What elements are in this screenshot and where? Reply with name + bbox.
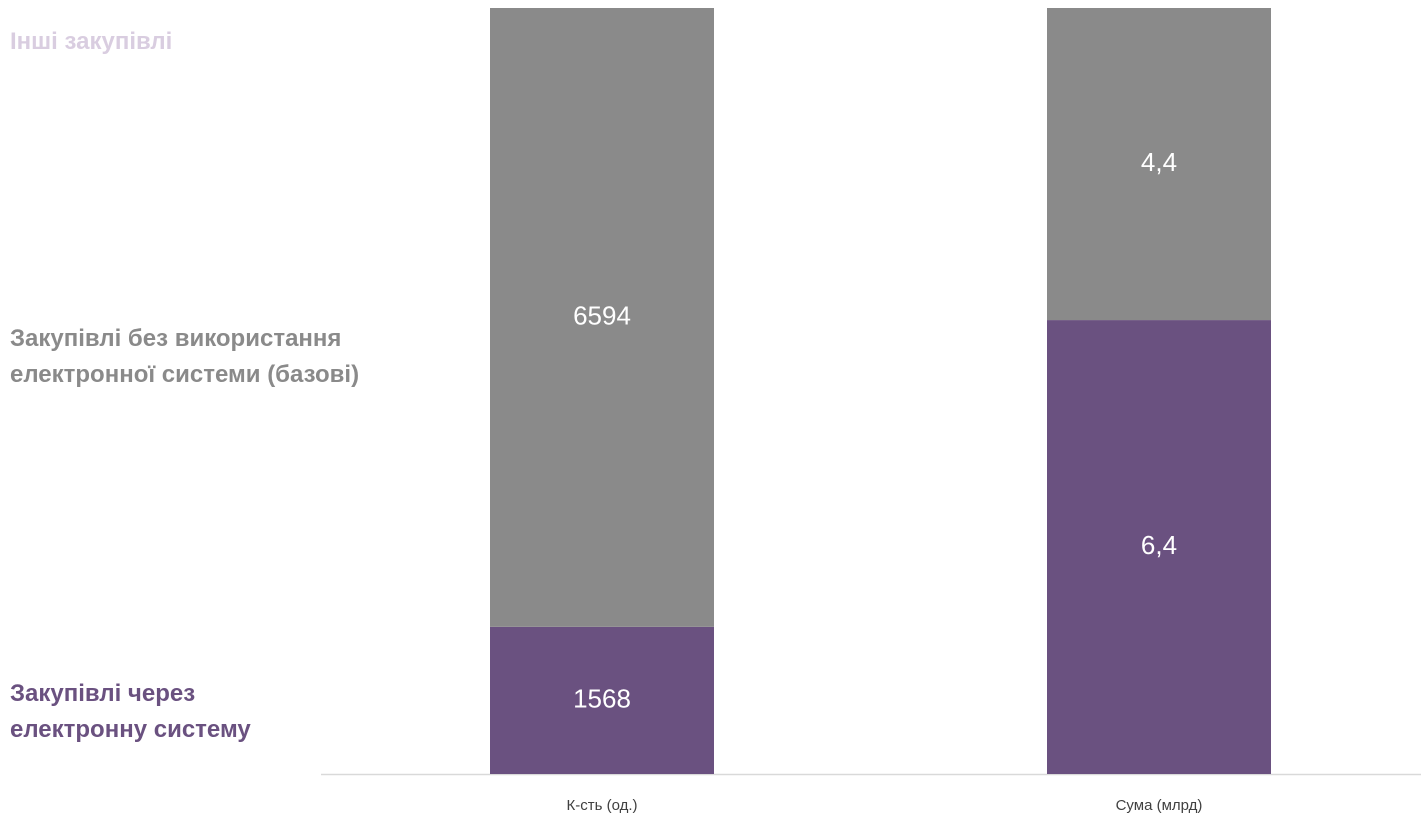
bar-segment-1-1: [1047, 8, 1271, 321]
legend-label-electronic: Закупівлі через електронну систему: [10, 680, 251, 743]
category-label-1: Сума (млрд): [1116, 797, 1203, 814]
data-label-0-1: 6594: [573, 300, 631, 330]
bar-segment-0-1: [490, 8, 714, 627]
data-label-0-0: 1568: [573, 683, 631, 713]
bar-segment-0-0: [490, 626, 714, 774]
data-label-1-1: 4,4: [1141, 147, 1177, 177]
bar-segment-1-0: [1047, 320, 1271, 774]
data-label-1-0: 6,4: [1141, 530, 1177, 560]
legend-label-base: Закупівлі без використання електронної с…: [10, 325, 360, 388]
category-label-0: К-сть (од.): [566, 797, 637, 814]
legend-label-other: Інші закупівлі: [10, 28, 173, 55]
